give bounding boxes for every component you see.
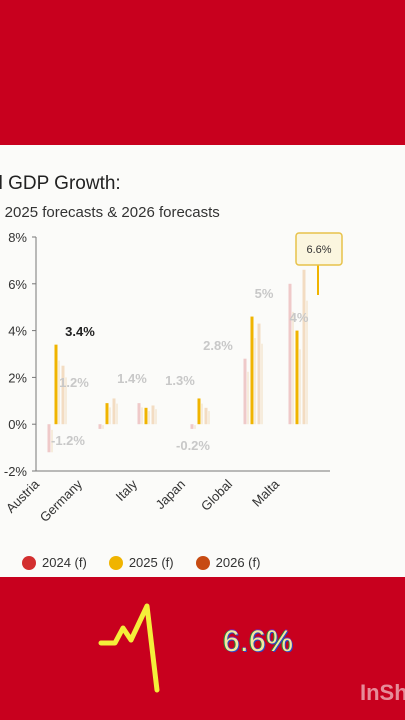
bar-2026-japan <box>204 407 208 425</box>
bar-ghost <box>65 377 67 425</box>
spark-line <box>98 603 160 693</box>
bar-ghost <box>247 371 249 425</box>
chart-legend: 2024 (f) 2025 (f) 2026 (f) <box>22 555 260 570</box>
bar-ghost <box>194 425 196 429</box>
bar-2024-germany <box>98 424 102 429</box>
legend-item-2026[interactable]: 2026 (f) <box>195 555 261 570</box>
gdp-bar-chart: 8% 6% 4% 2% 0% -2% 3.4% 1.2% -1.2% 1.4% 1.3% -0.2%… <box>3 230 343 525</box>
tooltip-text: 6.6% <box>306 244 331 256</box>
y-tick-label: -2% <box>4 464 28 479</box>
bar-2026-germany <box>112 398 116 425</box>
bar-ghost <box>201 403 203 425</box>
data-label: 5% <box>255 286 274 301</box>
data-label: 1.4% <box>117 371 147 386</box>
bar-ghost <box>102 425 104 429</box>
data-label: -1.2% <box>51 433 85 448</box>
bar-ghost <box>299 349 301 425</box>
bottom-red-band <box>0 577 405 720</box>
data-label: 3.4% <box>65 324 95 339</box>
data-label: 2.8% <box>203 338 233 353</box>
x-tick-label-malta: Malta <box>249 476 283 510</box>
data-label: -0.2% <box>176 438 210 453</box>
legend-label-2024: 2024 (f) <box>42 555 87 570</box>
bar-2025-austria <box>54 344 58 425</box>
bar-2024-global <box>243 358 247 425</box>
bar-ghost <box>109 407 111 425</box>
legend-swatch-2024 <box>22 555 36 570</box>
bar-ghost <box>254 338 256 425</box>
x-tick-label-global: Global <box>198 476 235 513</box>
tooltip-box <box>295 232 343 266</box>
x-tick-label-italy: Italy <box>113 476 141 504</box>
bar-2024-austria <box>47 424 51 453</box>
data-label: 4% <box>290 310 309 325</box>
data-label: 1.3% <box>165 373 195 388</box>
bar-2026-austria <box>61 365 65 425</box>
bar-2024-malta <box>288 283 292 425</box>
y-axis: 8% 6% 4% 2% 0% -2% <box>4 230 330 479</box>
bar-2025-japan <box>197 398 201 425</box>
bar-ghost <box>58 360 60 425</box>
bar-2026-italy <box>151 405 155 425</box>
bar-ghost <box>261 343 263 425</box>
legend-swatch-2026 <box>195 555 210 570</box>
x-tick-label-germany: Germany <box>37 476 86 525</box>
x-tick-label-austria: Austria <box>3 476 43 516</box>
bar-2024-italy <box>137 403 141 425</box>
bar-ghost <box>155 409 157 425</box>
bar-2025-malta <box>295 330 299 425</box>
legend-item-2024[interactable]: 2024 (f) <box>22 555 87 570</box>
y-tick-label: 0% <box>8 417 27 432</box>
bar-ghost <box>306 300 308 425</box>
legend-item-2025[interactable]: 2025 (f) <box>108 555 174 570</box>
legend-swatch-2025 <box>108 555 123 570</box>
data-label: 1.2% <box>59 375 89 390</box>
bar-marks <box>47 269 308 453</box>
bar-2024-japan <box>190 424 194 429</box>
watermark: InSh <box>360 680 405 705</box>
legend-label-2026: 2026 (f) <box>215 555 261 570</box>
bar-ghost <box>141 407 143 425</box>
data-labels: 3.4%1.2%-1.2%1.4%1.3%-0.2%2.8%5%4%6.6 <box>51 250 318 453</box>
y-tick-label: 4% <box>8 324 27 339</box>
y-tick-label: 8% <box>8 230 27 245</box>
x-tick-label-japan: Japan <box>152 477 188 513</box>
bar-ghost <box>292 311 294 425</box>
legend-label-2025: 2025 (f) <box>128 555 174 570</box>
chart-card: al GDP Growth: 4, 2025 forecasts & 2026 … <box>0 145 405 577</box>
bar-ghost <box>208 411 210 425</box>
bar-ghost <box>148 411 150 425</box>
bar-2026-global <box>257 323 261 425</box>
bar-ghost <box>51 429 53 453</box>
bar-2025-global <box>250 316 254 425</box>
chart-subtitle: 4, 2025 forecasts & 2026 forecasts <box>0 204 220 221</box>
top-red-band <box>0 0 405 145</box>
value-tooltip: 6.6% <box>295 232 343 295</box>
bar-ghost <box>116 403 118 425</box>
bar-2026-malta <box>302 269 306 425</box>
rising-line-icon <box>98 603 160 693</box>
bar-2025-italy <box>144 407 148 425</box>
y-tick-label: 2% <box>8 370 27 385</box>
y-tick-label: 6% <box>8 277 27 292</box>
bar-2025-germany <box>105 403 109 425</box>
chart-title: al GDP Growth: <box>0 173 121 194</box>
highlight-value: 6.6% <box>223 625 294 658</box>
